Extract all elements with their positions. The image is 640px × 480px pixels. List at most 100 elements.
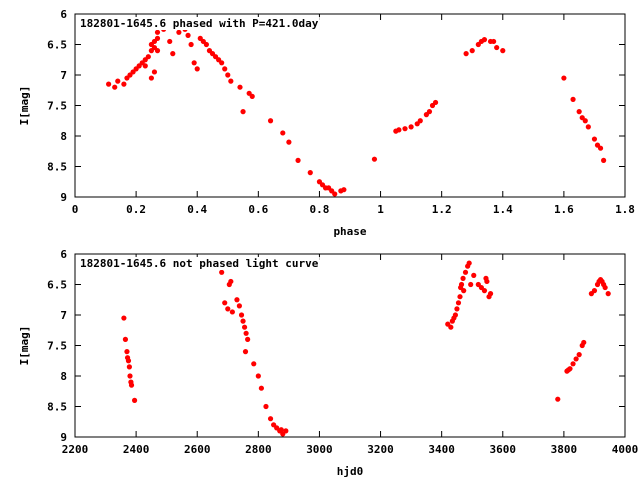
- data-point: [454, 306, 460, 312]
- data-point: [263, 403, 269, 410]
- data-point: [219, 60, 225, 66]
- data-point: [469, 48, 475, 54]
- data-point: [203, 41, 209, 48]
- data-point: [605, 291, 611, 297]
- x-tick-label: 0: [72, 203, 79, 216]
- data-point: [332, 191, 338, 197]
- data-point: [602, 284, 608, 291]
- data-point: [278, 427, 284, 433]
- data-point: [126, 364, 132, 370]
- data-point: [222, 66, 228, 72]
- data-point: [487, 291, 494, 297]
- x-tick-label: 0.6: [248, 203, 268, 216]
- x-tick-label: 1.8: [615, 203, 635, 216]
- data-point: [283, 428, 289, 434]
- data-point: [463, 51, 469, 57]
- x-tick-label: 0.4: [187, 203, 207, 216]
- data-point: [185, 32, 191, 38]
- data-point: [237, 84, 243, 90]
- x-axis-label: phase: [333, 225, 366, 238]
- data-point: [188, 41, 194, 48]
- x-tick-label: 4000: [612, 443, 639, 456]
- plot-frame: [74, 13, 626, 198]
- data-point: [249, 93, 255, 99]
- data-point: [426, 109, 433, 115]
- data-point: [573, 356, 579, 362]
- data-point: [455, 300, 462, 306]
- chart-title: 182801-1645.6 not phased light curve: [80, 257, 319, 270]
- data-point: [500, 48, 506, 54]
- data-point: [468, 281, 474, 288]
- y-tick-label: 8.5: [47, 161, 67, 174]
- data-point: [466, 260, 472, 266]
- x-tick-label: 2200: [62, 443, 89, 456]
- data-point: [570, 96, 576, 102]
- data-point: [255, 373, 261, 379]
- y-tick-label: 9: [60, 191, 67, 204]
- data-point: [484, 278, 490, 285]
- data-point: [128, 382, 135, 388]
- x-axis-label: hjd0: [337, 465, 364, 478]
- y-tick-label: 8: [60, 130, 67, 143]
- data-point: [280, 130, 286, 136]
- x-tick-label: 3200: [367, 443, 394, 456]
- plot-frame: [74, 253, 626, 438]
- data-point: [229, 309, 235, 315]
- data-point: [597, 145, 604, 151]
- y-tick-label: 6: [60, 8, 67, 21]
- data-point: [481, 37, 488, 43]
- data-point: [561, 75, 567, 81]
- data-point: [341, 187, 347, 193]
- data-series: [106, 20, 607, 197]
- data-point: [432, 99, 439, 106]
- data-point: [581, 339, 587, 346]
- y-axis-label: I[mag]: [18, 326, 31, 366]
- x-tick-label: 3800: [551, 443, 578, 456]
- data-series: [121, 260, 611, 437]
- data-point: [307, 170, 313, 176]
- x-tick-label: 2400: [123, 443, 150, 456]
- y-tick-label: 9: [60, 431, 67, 444]
- data-point: [286, 139, 292, 145]
- data-point: [408, 124, 414, 130]
- data-point: [142, 63, 148, 69]
- x-tick-label: 1: [377, 203, 384, 216]
- y-tick-label: 7.5: [47, 340, 67, 353]
- x-tick-label: 2800: [245, 443, 272, 456]
- data-point: [576, 352, 582, 358]
- chart-panel-2: 2200 2400 2600 2800 3000 3200 3400 3600 3800 4000…: [18, 248, 638, 478]
- data-point: [238, 312, 245, 318]
- y-tick-label: 7: [60, 69, 67, 82]
- data-point: [471, 272, 477, 278]
- y-tick-label: 6.5: [47, 279, 67, 292]
- data-point: [460, 275, 466, 281]
- data-point: [236, 303, 242, 309]
- data-point: [458, 281, 465, 288]
- data-point: [245, 336, 251, 342]
- x-tick-label: 1.2: [432, 203, 452, 216]
- x-tick-label: 2600: [184, 443, 211, 456]
- x-tick-label: 3000: [306, 443, 333, 456]
- chart-title-background: [79, 257, 320, 270]
- data-point: [225, 72, 231, 78]
- data-point: [295, 157, 301, 163]
- chart-panel-1: 0 0.2 0.4 0.6 0.8 1 1.2 1.4 1.6 1.8 6 6.5 7 7.5 8 8.5 9 p…: [18, 8, 635, 238]
- y-axis-label: I[mag]: [18, 86, 31, 126]
- y-tick-label: 6: [60, 248, 67, 261]
- y-tick-label: 7: [60, 309, 67, 322]
- data-point: [154, 29, 161, 35]
- data-point: [176, 29, 182, 35]
- data-point: [461, 288, 467, 294]
- x-tick-label: 3400: [428, 443, 455, 456]
- x-tick-label: 1.6: [554, 203, 574, 216]
- data-point: [127, 373, 133, 379]
- data-point: [240, 109, 246, 115]
- data-point: [222, 300, 228, 306]
- data-point: [115, 78, 121, 84]
- data-point: [567, 366, 573, 372]
- data-point: [131, 397, 138, 403]
- x-tick-label: 0.2: [126, 203, 146, 216]
- data-point: [591, 288, 598, 294]
- y-tick-label: 8.5: [47, 401, 67, 414]
